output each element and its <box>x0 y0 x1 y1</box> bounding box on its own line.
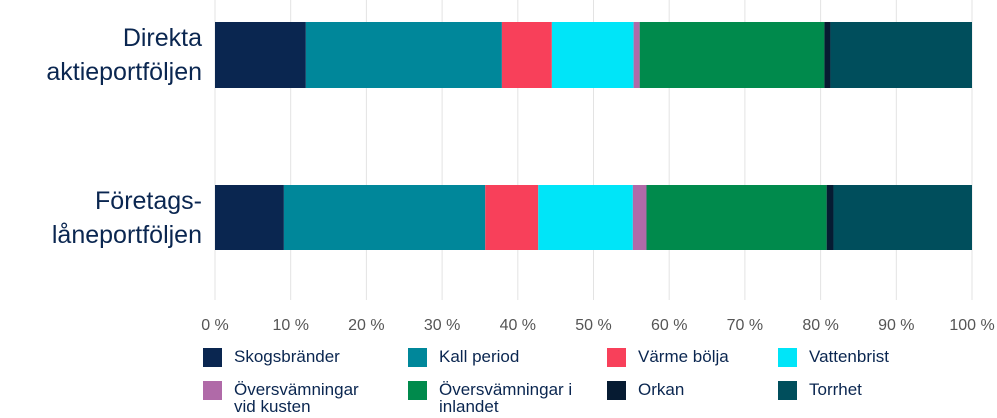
bar-segment <box>283 185 486 250</box>
x-tick-label: 20 % <box>348 317 384 334</box>
x-tick-label: 0 % <box>201 317 229 334</box>
bar-segment <box>501 22 552 88</box>
bar-segment <box>646 185 827 250</box>
x-tick-label: 10 % <box>272 317 308 334</box>
bar-segment <box>538 185 633 250</box>
legend-label: Orkan <box>638 380 685 399</box>
legend-label: Torrhet <box>809 380 862 399</box>
legend-label: Kall period <box>439 347 520 366</box>
legend-swatch <box>408 381 427 400</box>
legend-label: Översvämningar vid kusten <box>234 380 359 416</box>
legend-item: Skogsbränder <box>203 348 384 367</box>
bar-segment <box>305 22 502 88</box>
legend-label: Skogsbränder <box>234 347 340 366</box>
legend-swatch <box>408 348 427 367</box>
bar-segment <box>215 185 284 250</box>
x-tick-label: 90 % <box>878 317 914 334</box>
legend-item: Torrhet <box>778 381 959 400</box>
legend-label: Översvämningar i inlandet <box>439 380 573 416</box>
bar-segment <box>824 22 831 88</box>
legend-item: Översvämningar i inlandet <box>408 381 589 415</box>
legend-swatch <box>778 381 797 400</box>
legend-swatch <box>607 381 626 400</box>
legend-item: Värme bölja <box>607 348 788 367</box>
bar-segment <box>551 22 634 88</box>
x-tick-label: 80 % <box>802 317 838 334</box>
bar-segment <box>485 185 539 250</box>
bar-segment <box>826 185 834 250</box>
x-tick-label: 30 % <box>424 317 460 334</box>
legend-label: Vattenbrist <box>809 347 890 366</box>
bar-segment <box>833 185 972 250</box>
category-label: Företags-låneportföljen <box>51 186 202 249</box>
x-tick-label: 40 % <box>500 317 536 334</box>
x-tick-label: 70 % <box>727 317 763 334</box>
legend-item: Vattenbrist <box>778 348 959 367</box>
legend-item: Orkan <box>607 381 788 400</box>
bar-segment <box>633 22 640 88</box>
legend-swatch <box>203 348 222 367</box>
bar-segment <box>639 22 825 88</box>
legend-label: Värme bölja <box>638 347 729 366</box>
x-tick-label: 50 % <box>575 317 611 334</box>
legend-swatch <box>607 348 626 367</box>
legend-swatch <box>778 348 797 367</box>
legend-item: Kall period <box>408 348 589 367</box>
legend-item: Översvämningar vid kusten <box>203 381 384 415</box>
bar-segment <box>632 185 647 250</box>
legend-swatch <box>203 381 222 400</box>
bar-segment <box>215 22 306 88</box>
bar-segment <box>830 22 972 88</box>
x-tick-label: 60 % <box>651 317 687 334</box>
category-label: Direkta aktieportföljen <box>46 24 202 86</box>
x-tick-label: 100 % <box>949 317 994 334</box>
